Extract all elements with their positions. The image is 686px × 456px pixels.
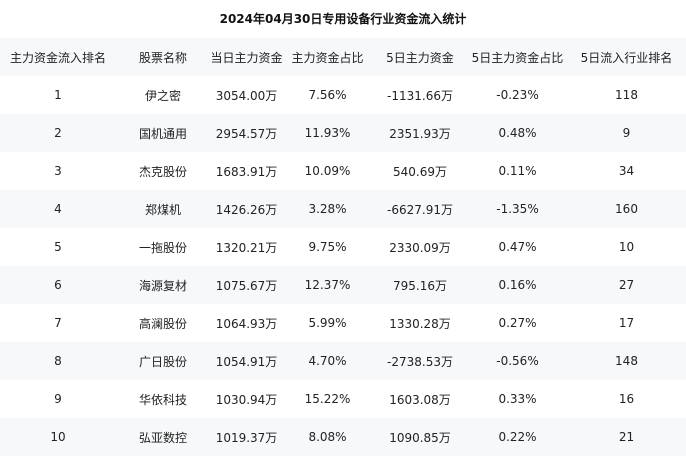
cell-daily-main-funds: 1019.37万 [210, 418, 283, 456]
table-header-row: 主力资金流入排名 股票名称 当日主力资金 主力资金占比 5日主力资金 5日主力资金占比 5日… [0, 38, 686, 76]
table-row: 9 华依科技 1030.94万 15.22% 1603.08万 0.33% 16 [0, 380, 686, 418]
cell-rank: 6 [0, 266, 116, 304]
cell-main-funds-ratio: 12.37% [283, 266, 372, 304]
table-row: 6 海源复材 1075.67万 12.37% 795.16万 0.16% 27 [0, 266, 686, 304]
cell-5d-main-funds-ratio: 0.16% [468, 266, 567, 304]
cell-main-funds-ratio: 8.08% [283, 418, 372, 456]
cell-5d-industry-rank: 16 [618, 392, 635, 406]
cell-5d-main-funds: 1090.85万 [372, 418, 468, 456]
cell-5d-industry-rank: 27 [567, 266, 686, 304]
cell-5d-main-funds-ratio: 0.22% [468, 418, 567, 456]
cell-stock-name: 郑煤机 [116, 190, 210, 228]
column-header-5d-industry-rank: 5日流入行业排名 [567, 38, 686, 76]
cell-main-funds-ratio: 15.22% [304, 392, 351, 406]
table-row: 3 杰克股份 1683.91万 10.09% 540.69万 0.11% 34 [0, 152, 686, 190]
cell-5d-main-funds: 2330.09万 [389, 240, 451, 255]
cell-daily-main-funds: 3054.00万 [215, 88, 278, 103]
cell-rank: 2 [0, 114, 116, 152]
cell-rank: 3 [54, 164, 62, 178]
fund-flow-table: 主力资金流入排名 股票名称 当日主力资金 主力资金占比 5日主力资金 5日主力资金占比 5日… [0, 38, 686, 456]
cell-stock-name: 广日股份 [116, 342, 210, 380]
cell-5d-main-funds-ratio: -0.56% [468, 342, 567, 380]
cell-rank: 8 [0, 342, 116, 380]
cell-5d-industry-rank: 17 [618, 316, 635, 330]
cell-daily-main-funds: 1075.67万 [210, 266, 283, 304]
column-header-main-funds-ratio: 主力资金占比 [283, 38, 372, 76]
cell-daily-main-funds: 2954.57万 [210, 114, 283, 152]
cell-5d-main-funds-ratio: 0.11% [498, 164, 537, 178]
cell-stock-name: 一拖股份 [138, 240, 187, 255]
cell-stock-name: 国机通用 [116, 114, 210, 152]
cell-5d-industry-rank: 34 [618, 164, 635, 178]
cell-5d-main-funds: -2738.53万 [372, 342, 468, 380]
cell-daily-main-funds: 1320.21万 [215, 240, 278, 255]
cell-main-funds-ratio: 3.28% [283, 190, 372, 228]
cell-main-funds-ratio: 10.09% [304, 164, 351, 178]
table-row: 2 国机通用 2954.57万 11.93% 2351.93万 0.48% 9 [0, 114, 686, 152]
cell-rank: 5 [54, 240, 62, 254]
cell-5d-main-funds: -1131.66万 [387, 88, 453, 103]
cell-main-funds-ratio: 5.99% [308, 316, 347, 330]
cell-5d-industry-rank: 21 [567, 418, 686, 456]
cell-main-funds-ratio: 7.56% [308, 88, 347, 102]
cell-daily-main-funds: 1426.26万 [210, 190, 283, 228]
cell-daily-main-funds: 1030.94万 [215, 392, 278, 407]
cell-rank: 7 [54, 316, 62, 330]
cell-rank: 9 [54, 392, 62, 406]
table-row: 4 郑煤机 1426.26万 3.28% -6627.91万 -1.35% 160 [0, 190, 686, 228]
cell-stock-name: 伊之密 [144, 88, 181, 103]
cell-main-funds-ratio: 11.93% [283, 114, 372, 152]
table-row: 5 一拖股份 1320.21万 9.75% 2330.09万 0.47% 10 [0, 228, 686, 266]
cell-5d-industry-rank: 160 [567, 190, 686, 228]
cell-5d-main-funds: 540.69万 [393, 164, 447, 179]
table-row: 8 广日股份 1054.91万 4.70% -2738.53万 -0.56% 148 [0, 342, 686, 380]
cell-stock-name: 杰克股份 [138, 164, 187, 179]
cell-5d-main-funds: 2351.93万 [372, 114, 468, 152]
cell-5d-industry-rank: 148 [567, 342, 686, 380]
cell-daily-main-funds: 1054.91万 [210, 342, 283, 380]
table-row: 7 高澜股份 1064.93万 5.99% 1330.28万 0.27% 17 [0, 304, 686, 342]
cell-main-funds-ratio: 4.70% [283, 342, 372, 380]
cell-rank: 10 [0, 418, 116, 456]
cell-5d-main-funds: 1603.08万 [389, 392, 451, 407]
cell-5d-industry-rank: 118 [615, 88, 638, 102]
column-header-5d-main-funds-ratio: 5日主力资金占比 [468, 38, 567, 76]
cell-stock-name: 弘亚数控 [116, 418, 210, 456]
column-header-5d-main-funds: 5日主力资金 [372, 38, 468, 76]
cell-5d-industry-rank: 9 [567, 114, 686, 152]
cell-5d-main-funds-ratio: -0.23% [496, 88, 539, 102]
cell-rank: 1 [54, 88, 62, 102]
cell-stock-name: 高澜股份 [138, 316, 187, 331]
cell-5d-main-funds-ratio: -1.35% [468, 190, 567, 228]
cell-5d-main-funds: -6627.91万 [372, 190, 468, 228]
table-row: 1 伊之密 3054.00万 7.56% -1131.66万 -0.23% 118 [0, 76, 686, 114]
cell-rank: 4 [0, 190, 116, 228]
cell-5d-main-funds-ratio: 0.33% [498, 392, 537, 406]
cell-5d-main-funds: 795.16万 [372, 266, 468, 304]
cell-main-funds-ratio: 9.75% [308, 240, 347, 254]
cell-5d-main-funds-ratio: 0.47% [498, 240, 537, 254]
table-row: 10 弘亚数控 1019.37万 8.08% 1090.85万 0.22% 21 [0, 418, 686, 456]
cell-5d-main-funds-ratio: 0.27% [498, 316, 537, 330]
column-header-stock-name: 股票名称 [116, 38, 210, 76]
cell-stock-name: 海源复材 [116, 266, 210, 304]
column-header-rank: 主力资金流入排名 [0, 38, 116, 76]
cell-5d-industry-rank: 10 [618, 240, 635, 254]
cell-daily-main-funds: 1064.93万 [215, 316, 278, 331]
cell-5d-main-funds-ratio: 0.48% [468, 114, 567, 152]
cell-daily-main-funds: 1683.91万 [215, 164, 278, 179]
page-title: 2024年04月30日专用设备行业资金流入统计 [219, 12, 467, 26]
cell-stock-name: 华依科技 [138, 392, 187, 407]
cell-5d-main-funds: 1330.28万 [389, 316, 451, 331]
column-header-daily-main-funds: 当日主力资金 [210, 38, 283, 76]
